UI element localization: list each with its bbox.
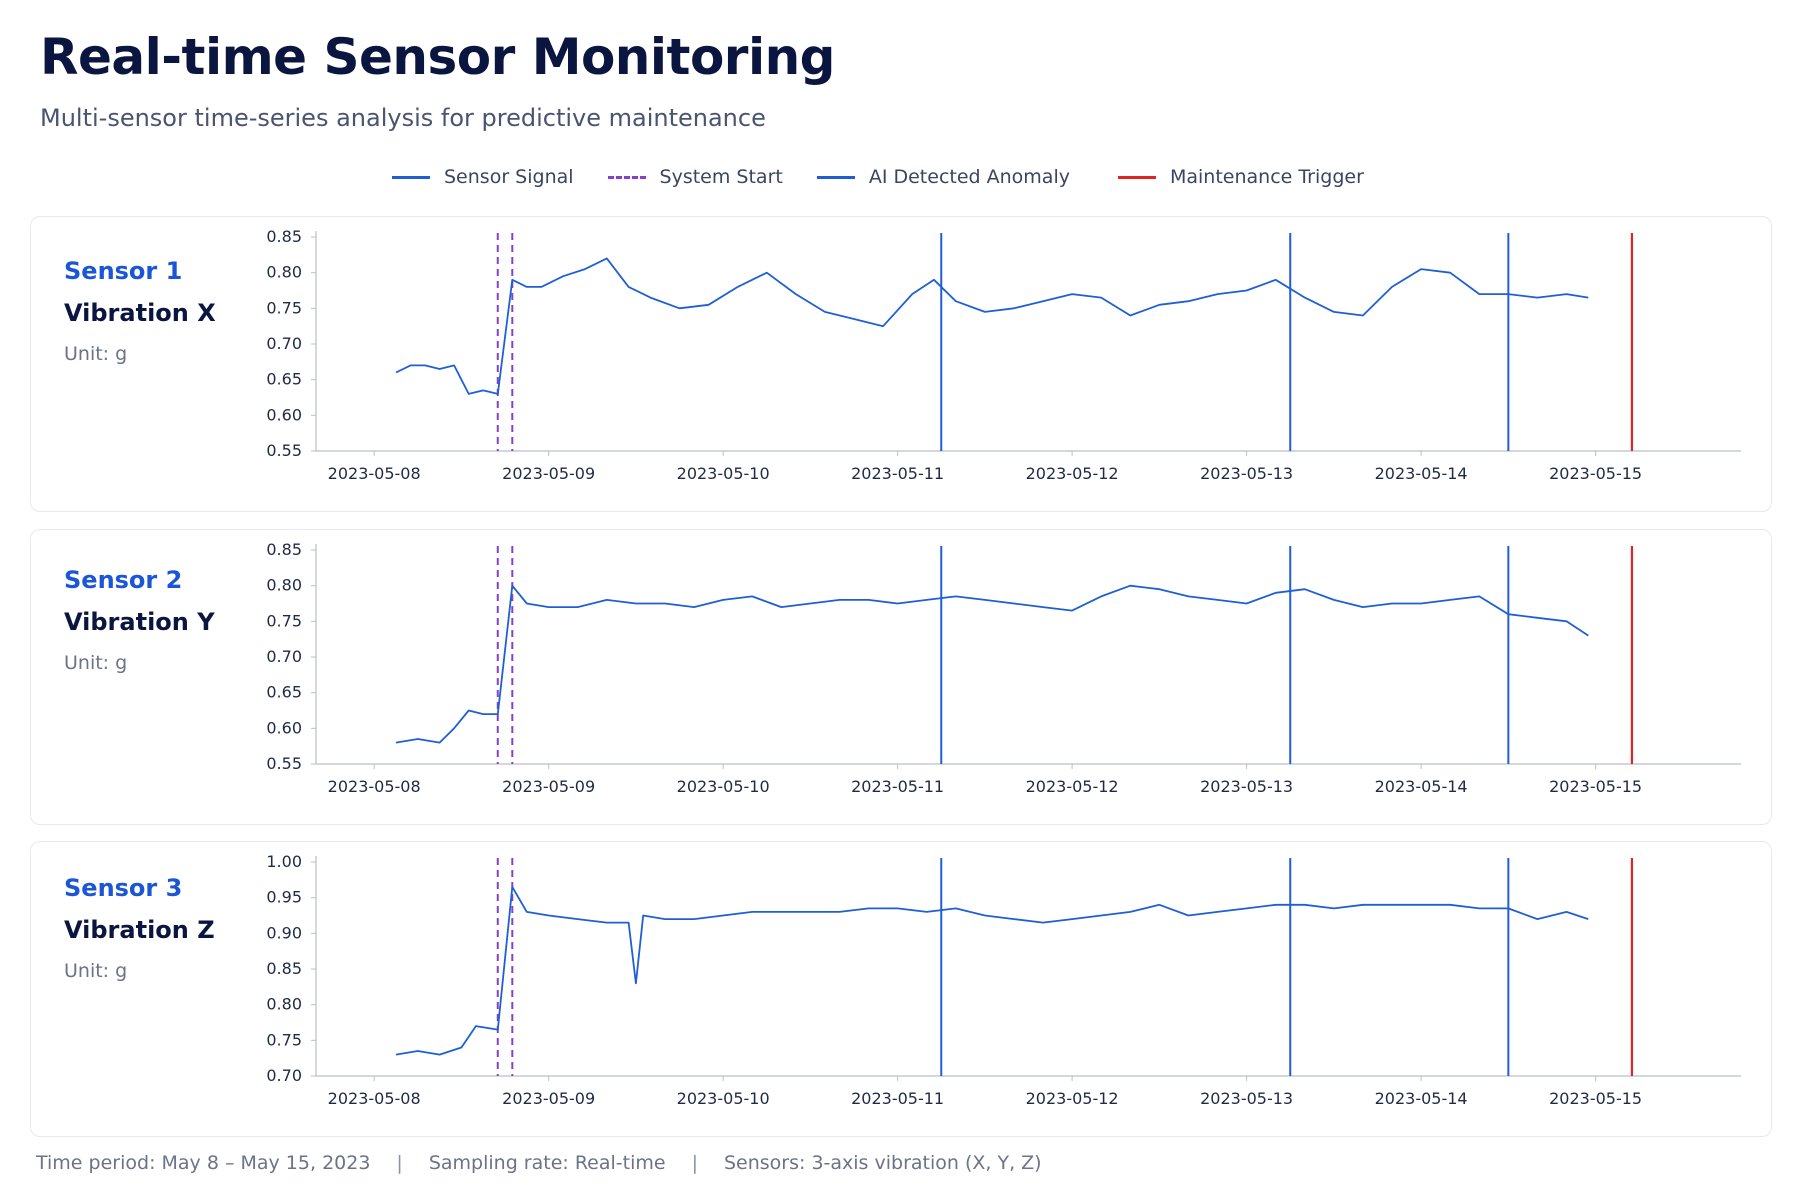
- x-tick-label: 2023-05-11: [851, 777, 944, 796]
- legend-item-ai-anomaly: AI Detected Anomaly: [816, 166, 1070, 188]
- sensor-signal-line: [395, 886, 1589, 1056]
- y-tick-label: 0.80: [266, 995, 302, 1014]
- y-tick-label: 0.70: [266, 647, 302, 666]
- x-tick-label: 2023-05-14: [1375, 1089, 1468, 1108]
- footer: Time period: May 8 – May 15, 2023 | Samp…: [36, 1152, 1042, 1174]
- x-tick-label: 2023-05-13: [1200, 464, 1293, 483]
- legend-item-sensor-signal: Sensor Signal: [392, 166, 574, 188]
- y-tick-label: 0.90: [266, 923, 302, 942]
- x-tick-label: 2023-05-08: [328, 464, 421, 483]
- legend-swatch-maintenance-trigger: [1117, 175, 1156, 179]
- x-tick-label: 2023-05-11: [851, 464, 944, 483]
- sensor-name: Vibration X: [64, 299, 216, 327]
- legend-label-ai-anomaly: AI Detected Anomaly: [868, 166, 1070, 188]
- legend-label-maintenance-trigger: Maintenance Trigger: [1169, 166, 1364, 188]
- chart-vibration-x: 0.55 0.60 0.65 0.70 0.75 0.80 0.85 2023-05-08 20…: [266, 227, 1741, 483]
- sensor-panel-1: Sensor 1 Vibration X Unit: g 0.55 0.60 0.6…: [30, 216, 1772, 512]
- sensor-panel-2: Sensor 2 Vibration Y Unit: g 0.55 0.60 0.6…: [30, 529, 1772, 825]
- sensor-id: Sensor 1: [64, 257, 183, 285]
- y-tick-label: 0.80: [266, 576, 302, 595]
- y-tick-label: 0.85: [266, 959, 302, 978]
- y-tick-label: 0.55: [266, 441, 302, 460]
- x-tick-label: 2023-05-14: [1375, 464, 1468, 483]
- legend-item-system-start: System Start: [607, 166, 783, 188]
- x-tick-label: 2023-05-12: [1026, 464, 1119, 483]
- page-title: Real-time Sensor Monitoring: [40, 28, 835, 86]
- x-tick-label: 2023-05-10: [677, 1089, 770, 1108]
- x-tick-label: 2023-05-10: [677, 777, 770, 796]
- y-tick-label: 0.75: [266, 611, 302, 630]
- x-tick-label: 2023-05-15: [1549, 777, 1642, 796]
- footer-separator: |: [691, 1152, 698, 1174]
- y-tick-label: 0.85: [266, 227, 302, 246]
- chart-vibration-y: 0.55 0.60 0.65 0.70 0.75 0.80 0.85 2023-05-08 20…: [266, 540, 1741, 796]
- page-subtitle: Multi-sensor time-series analysis for pr…: [40, 104, 766, 132]
- x-tick-label: 2023-05-08: [328, 1089, 421, 1108]
- sensor-unit: Unit: g: [64, 960, 128, 982]
- sensor-signal-line: [395, 584, 1589, 744]
- x-tick-label: 2023-05-09: [502, 464, 595, 483]
- footer-separator: |: [396, 1152, 403, 1174]
- x-tick-label: 2023-05-09: [502, 1089, 595, 1108]
- x-tick-label: 2023-05-13: [1200, 777, 1293, 796]
- sensor-id: Sensor 3: [64, 874, 183, 902]
- y-tick-label: 0.70: [266, 1066, 302, 1085]
- x-tick-label: 2023-05-14: [1375, 777, 1468, 796]
- legend-item-maintenance-trigger: Maintenance Trigger: [1117, 166, 1364, 188]
- x-tick-label: 2023-05-10: [677, 464, 770, 483]
- y-tick-label: 0.80: [266, 263, 302, 282]
- y-tick-label: 0.65: [266, 683, 302, 702]
- sensor-name: Vibration Z: [64, 916, 215, 944]
- legend-label-system-start: System Start: [659, 166, 783, 188]
- y-tick-label: 0.95: [266, 888, 302, 907]
- x-tick-label: 2023-05-12: [1026, 777, 1119, 796]
- y-tick-label: 0.60: [266, 405, 302, 424]
- y-tick-label: 0.75: [266, 298, 302, 317]
- x-tick-label: 2023-05-15: [1549, 464, 1642, 483]
- footer-sensors: Sensors: 3-axis vibration (X, Y, Z): [723, 1152, 1042, 1174]
- y-tick-label: 0.85: [266, 540, 302, 559]
- legend-swatch-system-start: [607, 175, 646, 179]
- x-tick-label: 2023-05-09: [502, 777, 595, 796]
- y-tick-label: 0.55: [266, 754, 302, 773]
- sensor-unit: Unit: g: [64, 343, 128, 365]
- legend-swatch-sensor-signal: [392, 175, 430, 179]
- y-tick-label: 0.75: [266, 1030, 302, 1049]
- footer-period: Time period: May 8 – May 15, 2023: [36, 1152, 371, 1174]
- sensor-panel-3: Sensor 3 Vibration Z Unit: g 0.70 0.75 0.8…: [30, 841, 1772, 1137]
- y-tick-label: 0.65: [266, 370, 302, 389]
- y-tick-label: 0.60: [266, 718, 302, 737]
- chart-legend: Sensor Signal System Start AI Detected A…: [392, 162, 1398, 192]
- sensor-id: Sensor 2: [64, 566, 183, 594]
- legend-swatch-ai-anomaly: [816, 175, 855, 179]
- legend-label-sensor-signal: Sensor Signal: [444, 166, 574, 188]
- x-tick-label: 2023-05-15: [1549, 1089, 1642, 1108]
- chart-vibration-z: 0.70 0.75 0.80 0.85 0.90 0.95 1.00 2023-05-08 20…: [266, 852, 1741, 1108]
- footer-sampling: Sampling rate: Real-time: [428, 1152, 666, 1174]
- sensor-name: Vibration Y: [64, 608, 215, 636]
- y-tick-label: 0.70: [266, 334, 302, 353]
- x-tick-label: 2023-05-12: [1026, 1089, 1119, 1108]
- y-tick-label: 1.00: [266, 852, 302, 871]
- x-tick-label: 2023-05-08: [328, 777, 421, 796]
- sensor-unit: Unit: g: [64, 652, 128, 674]
- sensor-signal-line: [395, 257, 1589, 395]
- x-tick-label: 2023-05-13: [1200, 1089, 1293, 1108]
- x-tick-label: 2023-05-11: [851, 1089, 944, 1108]
